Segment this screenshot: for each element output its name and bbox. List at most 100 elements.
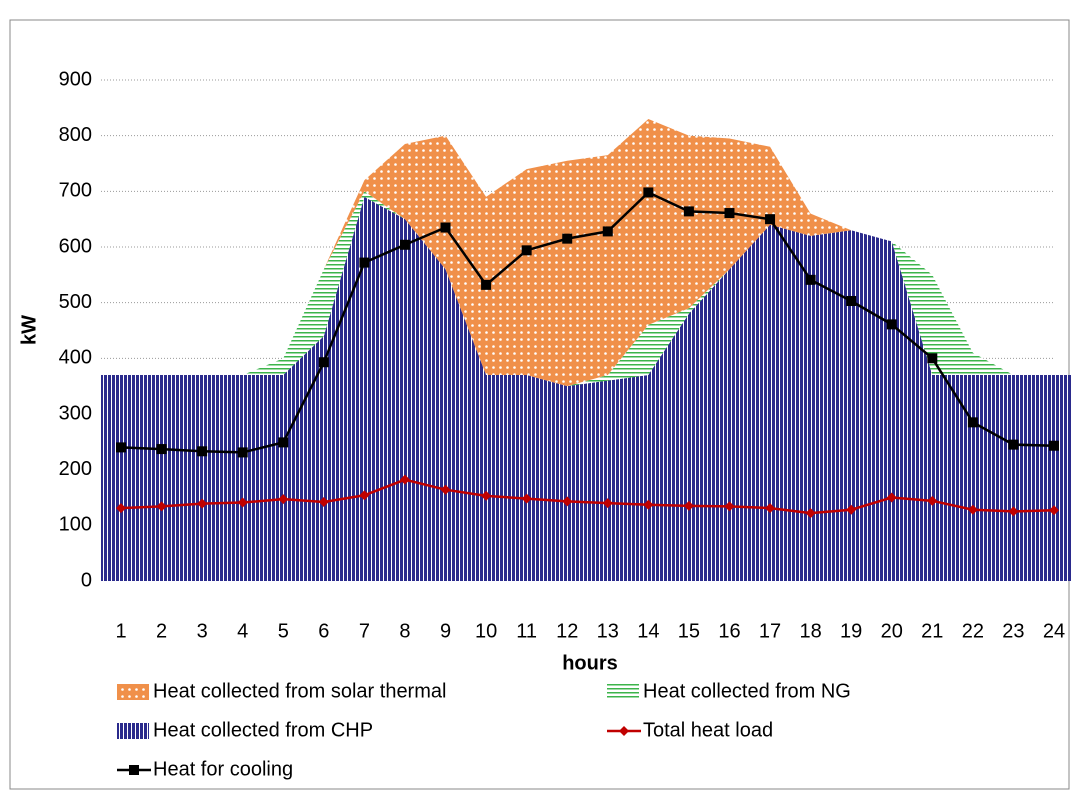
point [805,508,816,519]
point [440,222,451,233]
y-axis-label: kW [18,315,40,345]
point [197,446,208,457]
y-tick-label: 300 [59,402,92,424]
legend-swatch [117,723,149,739]
x-tick-label: 16 [718,620,740,642]
point [683,206,694,217]
point [602,226,613,237]
legend-label: Heat collected from CHP [153,719,373,741]
point [521,493,532,504]
point [481,279,492,290]
x-tick-label: 1 [115,620,126,642]
point [927,353,938,364]
point [1008,506,1019,517]
point [765,503,776,514]
legend-item: Heat collected from CHP [117,719,373,741]
point [116,503,126,514]
y-tick-label: 100 [59,514,92,536]
x-tick-label: 12 [556,620,578,642]
x-tick-label: 14 [637,620,659,642]
x-tick-label: 15 [678,620,700,642]
point [318,357,329,368]
legend-item: Heat collected from solar thermal [117,680,446,702]
point [359,257,370,268]
point [846,295,857,306]
legend-item: Heat for cooling [117,758,293,780]
point [278,437,289,448]
point [886,319,897,330]
point [237,447,248,458]
point [967,504,978,515]
x-tick-label: 19 [840,620,862,642]
point [724,501,735,512]
point [886,492,897,503]
x-axis-label: hours [562,652,618,674]
x-tick-label: 5 [278,620,289,642]
area [101,191,1071,387]
point [683,500,694,511]
point [602,498,613,509]
legend-label: Heat for cooling [153,758,293,780]
legend-marker [129,765,139,775]
legend-item: Heat collected from NG [607,680,851,702]
point [562,233,573,244]
x-tick-label: 3 [197,620,208,642]
point [197,498,208,509]
y-tick-label: 700 [59,180,92,202]
point [237,497,248,508]
legend-label: Total heat load [643,719,773,741]
point [156,444,167,455]
x-tick-label: 11 [516,620,537,642]
legend-label: Heat collected from solar thermal [153,680,446,702]
line [120,478,1055,515]
point [481,490,492,501]
x-tick-label: 20 [881,620,903,642]
point [724,208,735,219]
x-tick-label: 9 [440,620,451,642]
x-tick-label: 2 [156,620,167,642]
x-tick-label: 6 [318,620,329,642]
point [318,496,329,507]
x-tick-label: 22 [962,620,984,642]
point [805,274,816,285]
x-tick-label: 18 [799,620,821,642]
point [643,499,654,510]
x-tick-label: 23 [1002,620,1024,642]
area [101,196,1071,581]
x-tick-label: 8 [399,620,410,642]
x-tick-label: 7 [359,620,370,642]
x-tick-label: 4 [237,620,248,642]
x-tick-label: 24 [1043,620,1065,642]
point [562,496,573,507]
point [967,417,978,428]
point [927,495,938,506]
point [440,484,451,495]
point [359,490,370,501]
point [399,474,410,485]
point [1049,440,1059,451]
point [521,245,532,256]
y-tick-label: 0 [81,569,92,591]
x-tick-label: 10 [475,620,497,642]
point [765,214,776,225]
y-tick-label: 600 [59,235,92,257]
legend-marker [619,726,629,736]
y-tick-label: 400 [59,347,92,369]
y-tick-label: 500 [59,291,92,313]
y-tick-label: 200 [59,458,92,480]
legend-swatch [117,684,149,700]
legend-swatch [607,684,639,700]
x-tick-label: 21 [921,620,943,642]
x-tick-label: 17 [759,620,781,642]
point [846,504,857,515]
point [278,494,289,505]
area [101,118,1071,387]
y-tick-label: 800 [59,124,92,146]
legend-item: Total heat load [607,719,773,741]
x-tick-label: 13 [597,620,619,642]
y-tick-label: 900 [59,68,92,90]
line [120,190,1055,454]
point [643,187,654,198]
